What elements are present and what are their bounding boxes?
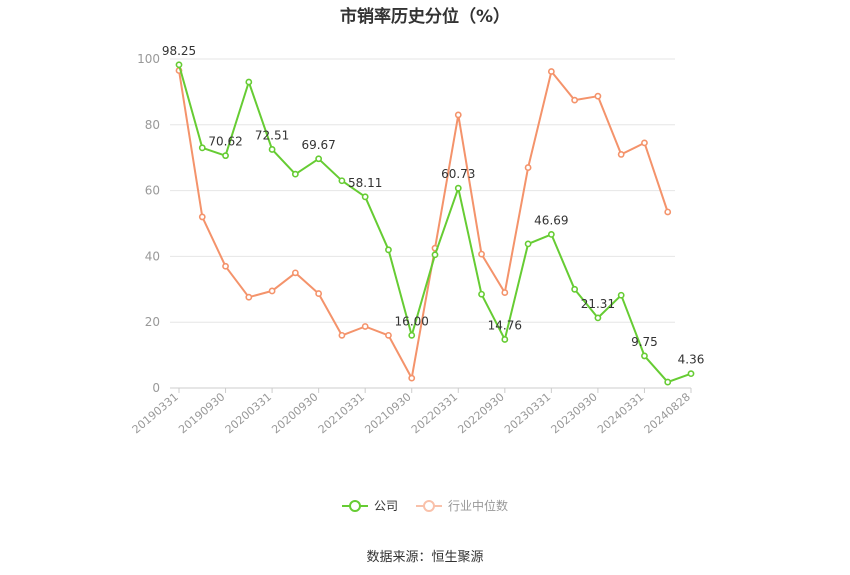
chart-title: 市销率历史分位（%） [339, 7, 511, 27]
data-point-company [268, 146, 276, 153]
legend-item-company[interactable]: 公司 [341, 497, 398, 514]
x-tick-label: 20230930 [549, 390, 600, 436]
data-point-company [547, 230, 555, 238]
data-source: 数据来源：恒生聚源 [366, 550, 484, 565]
data-point-company [571, 285, 579, 293]
series-line-company [178, 64, 692, 384]
data-point-company [501, 336, 509, 343]
data-point-company [198, 144, 206, 152]
y-tick-label: 20 [145, 315, 160, 329]
data-point-industry [338, 331, 346, 339]
data-point-company [664, 378, 672, 386]
data-point-company [431, 251, 439, 259]
data-point-industry [524, 164, 532, 171]
data-label: 60.73 [441, 167, 475, 181]
data-point-company [454, 184, 462, 192]
x-tick-label: 20210331 [316, 390, 367, 436]
data-point-industry [664, 208, 672, 216]
x-tick-label: 20220331 [409, 390, 460, 436]
x-tick-label: 20230331 [502, 390, 553, 436]
legend-swatch-company [341, 499, 368, 513]
data-point-industry [385, 331, 392, 339]
series-lines [175, 61, 695, 386]
data-labels: 98.25 70.62 72.51 69.67 58.11 16.00 60.73 14.76… [162, 44, 705, 367]
data-label: 14.76 [488, 318, 522, 332]
series-line-industry [178, 70, 669, 380]
data-point-industry [617, 151, 625, 158]
x-tick-label: 20200930 [269, 390, 320, 436]
data-point-company [617, 291, 625, 299]
x-tick-label: 20190930 [176, 390, 227, 436]
data-point-company [222, 152, 229, 160]
data-point-industry [408, 374, 416, 382]
x-tick-label: 20210930 [362, 390, 413, 436]
data-label: 16.00 [395, 314, 429, 328]
legend-item-industry[interactable]: 行业中位数 [416, 497, 508, 514]
data-point-company [524, 240, 532, 248]
data-point-industry [501, 289, 509, 296]
data-point-industry [222, 262, 229, 270]
data-point-company [408, 331, 416, 339]
x-tick-label: 20190331 [130, 390, 181, 436]
data-point-industry [571, 96, 579, 104]
data-label: 98.25 [162, 44, 196, 58]
data-point-industry [594, 92, 602, 100]
data-label: 58.11 [348, 176, 382, 190]
legend-label-industry: 行业中位数 [448, 499, 509, 513]
data-point-industry [641, 139, 648, 147]
y-tick-label: 0 [152, 381, 160, 395]
x-tick-label: 20240828 [642, 390, 693, 436]
data-label: 72.51 [255, 128, 289, 142]
data-label: 70.62 [208, 135, 242, 149]
data-point-industry [547, 68, 555, 75]
data-point-industry [198, 213, 206, 221]
data-point-industry [454, 111, 462, 119]
data-point-industry [478, 250, 485, 258]
y-tick-label: 80 [145, 118, 160, 132]
legend-label-company: 公司 [373, 499, 398, 513]
chart-legend: 公司 行业中位数 [0, 497, 850, 514]
data-point-company [175, 61, 183, 69]
data-label: 21.31 [581, 297, 615, 311]
data-point-company [641, 352, 648, 360]
data-point-industry [291, 269, 299, 277]
data-label: 46.69 [534, 213, 568, 227]
line-chart: 0 20 40 60 80 100 2019033120190930202003312020… [130, 44, 705, 437]
data-point-company [687, 370, 695, 378]
data-point-company [385, 246, 392, 254]
data-point-company [594, 314, 602, 322]
data-label: 9.75 [631, 335, 658, 349]
data-label: 4.36 [678, 353, 705, 367]
y-tick-label: 60 [145, 184, 160, 198]
data-point-company [361, 193, 369, 201]
data-point-company [291, 170, 299, 178]
legend-swatch-industry [416, 499, 442, 513]
x-tick-label: 20220930 [455, 390, 506, 436]
data-point-industry [315, 290, 323, 297]
x-tick-label: 20240331 [595, 390, 646, 436]
data-point-company [245, 78, 253, 86]
data-point-company [478, 290, 485, 298]
data-label: 69.67 [301, 138, 335, 152]
data-point-industry [361, 323, 369, 330]
data-point-company [315, 155, 323, 163]
y-tick-label: 40 [145, 249, 160, 263]
x-tick-label: 20200331 [223, 390, 274, 436]
data-point-industry [268, 287, 276, 295]
data-point-company [338, 177, 346, 185]
y-tick-label: 100 [137, 52, 160, 66]
data-point-industry [245, 293, 253, 301]
